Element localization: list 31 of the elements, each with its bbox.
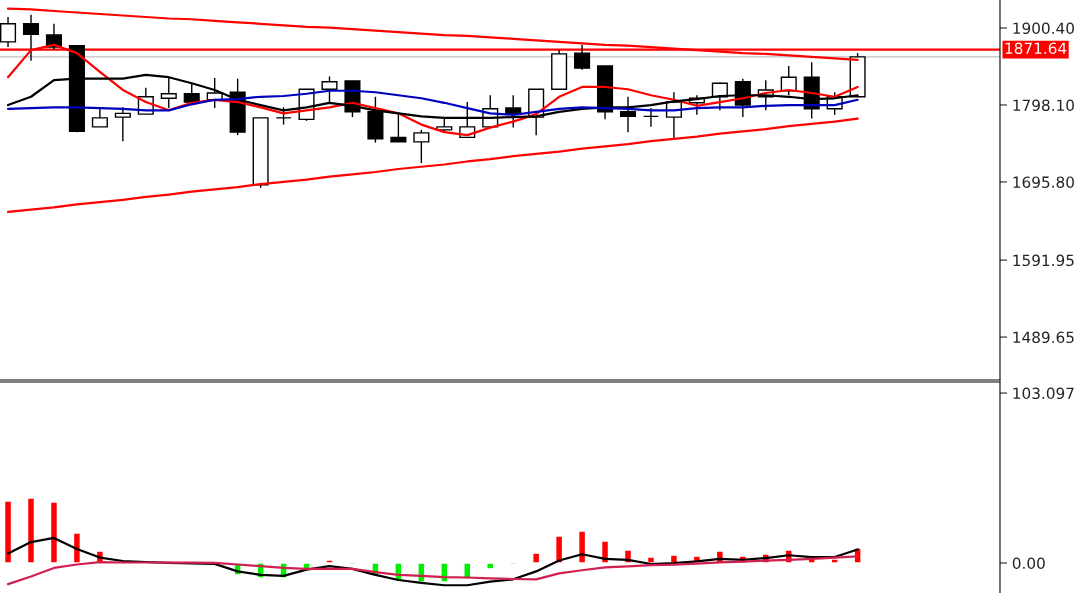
candlestick xyxy=(0,16,17,48)
bar xyxy=(600,540,610,564)
bar xyxy=(830,558,839,564)
bar xyxy=(3,500,13,564)
y-tick-label: 1489.65 xyxy=(1013,331,1074,344)
candlestick xyxy=(642,107,660,128)
candlestick xyxy=(160,77,177,109)
y-tick-label: 1591.95 xyxy=(1013,254,1074,267)
line-series xyxy=(6,536,859,587)
candlestick xyxy=(413,129,430,164)
bar xyxy=(532,552,541,564)
candlestick xyxy=(114,106,131,142)
bar xyxy=(486,562,495,570)
y-tick-label: 1695.80 xyxy=(1013,176,1074,188)
bar xyxy=(646,556,656,564)
y-tick-label: 1798.10 xyxy=(1013,99,1074,111)
candlestick xyxy=(574,44,591,71)
y-tick-label: 0.00 xyxy=(1012,557,1045,570)
bar xyxy=(72,532,82,564)
line-series xyxy=(6,555,859,586)
bar xyxy=(26,497,36,564)
candlestick xyxy=(22,14,40,62)
bar xyxy=(325,559,334,564)
bar xyxy=(554,535,564,564)
line-series xyxy=(6,117,859,213)
bar xyxy=(577,530,587,564)
y-tick-label: 103.097 xyxy=(1013,387,1074,400)
y-tick-label: 1900.40 xyxy=(1013,22,1074,35)
ref-line-label: 1871.64 xyxy=(1005,42,1067,55)
candlestick xyxy=(91,106,108,128)
bar xyxy=(49,501,59,564)
